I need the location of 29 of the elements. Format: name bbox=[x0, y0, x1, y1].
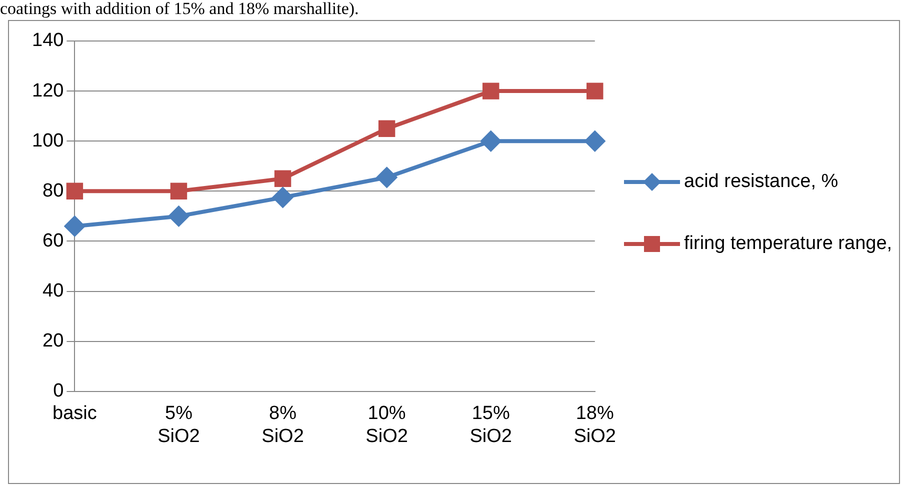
x-tick-label: 18% SiO2 bbox=[574, 403, 616, 447]
y-tick-label: 140 bbox=[32, 30, 64, 52]
point bbox=[378, 120, 396, 137]
point bbox=[64, 216, 85, 236]
legend-label: firing temperature range, bbox=[684, 233, 892, 255]
text: coatings with addition of 15% and 18% marshallite). bbox=[0, 0, 359, 18]
point bbox=[66, 182, 84, 200]
point bbox=[376, 167, 397, 188]
point bbox=[272, 187, 293, 208]
point bbox=[168, 206, 189, 226]
y-tick-label: 40 bbox=[42, 280, 64, 302]
y-tick-label: 120 bbox=[32, 80, 64, 102]
y-tick-label: 20 bbox=[42, 330, 64, 352]
y-tick-label: 100 bbox=[32, 130, 64, 152]
point bbox=[480, 131, 501, 152]
x-tick-label: 8% SiO2 bbox=[262, 403, 304, 447]
x-tick-label: basic bbox=[52, 403, 97, 424]
point bbox=[274, 170, 292, 188]
y-tick-label: 0 bbox=[53, 380, 64, 402]
legend-label: acid resistance, % bbox=[684, 171, 838, 193]
point bbox=[482, 82, 500, 100]
x-tick-label: 15% SiO2 bbox=[470, 403, 512, 447]
point bbox=[584, 131, 605, 152]
point bbox=[586, 82, 604, 100]
point bbox=[170, 182, 188, 200]
x-tick-label: 10% SiO2 bbox=[366, 403, 408, 447]
x-tick-label: 5% SiO2 bbox=[158, 403, 200, 447]
y-tick-label: 60 bbox=[42, 230, 64, 252]
y-tick-label: 80 bbox=[42, 180, 64, 202]
